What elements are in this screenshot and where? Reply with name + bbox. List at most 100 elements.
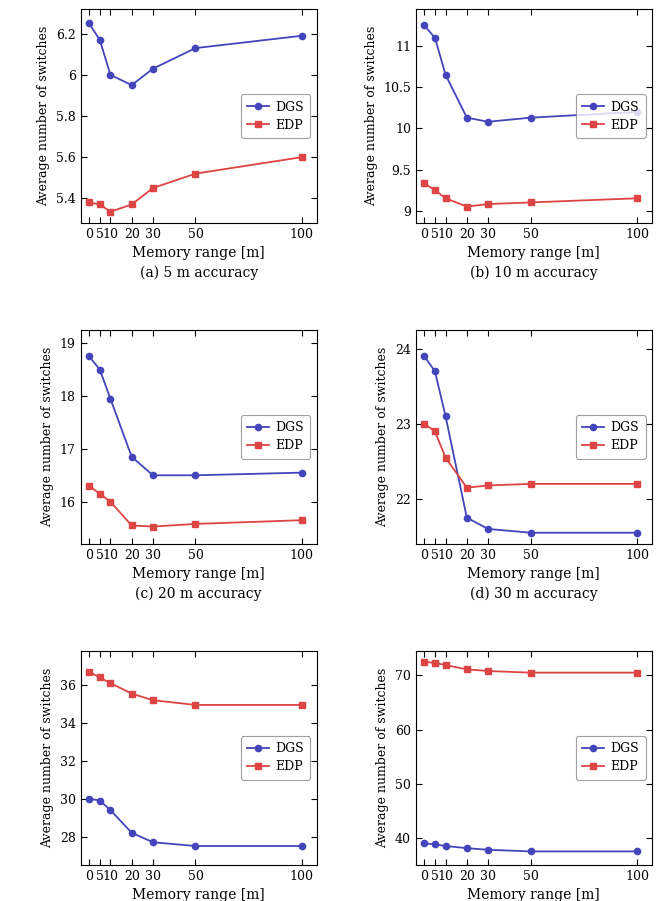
EDP [463, 482, 471, 493]
Line: DGS: DGS [86, 353, 305, 478]
DGS [527, 846, 535, 857]
DGS [484, 116, 492, 127]
Y-axis label: Average number of switches: Average number of switches [41, 668, 54, 848]
DGS [463, 113, 471, 123]
EDP [298, 514, 306, 525]
Line: EDP: EDP [86, 669, 305, 708]
DGS [420, 20, 428, 31]
X-axis label: Memory range [m]: Memory range [m] [132, 888, 265, 901]
EDP [106, 496, 114, 507]
Legend: DGS, EDP: DGS, EDP [241, 415, 310, 459]
Line: EDP: EDP [421, 421, 640, 491]
EDP [85, 480, 93, 491]
DGS [298, 31, 306, 41]
Y-axis label: Average number of switches: Average number of switches [38, 26, 50, 206]
EDP [106, 206, 114, 217]
DGS [633, 846, 641, 857]
Text: (a) 5 m accuracy: (a) 5 m accuracy [140, 266, 258, 280]
Legend: DGS, EDP: DGS, EDP [576, 95, 646, 138]
EDP [95, 199, 103, 210]
Line: DGS: DGS [86, 21, 305, 88]
X-axis label: Memory range [m]: Memory range [m] [468, 568, 600, 581]
DGS [527, 113, 535, 123]
EDP [633, 668, 641, 678]
DGS [128, 827, 136, 838]
DGS [85, 18, 93, 29]
DGS [95, 34, 103, 45]
EDP [85, 197, 93, 208]
EDP [633, 478, 641, 489]
DGS [633, 527, 641, 538]
EDP [149, 183, 157, 194]
Line: EDP: EDP [86, 154, 305, 214]
DGS [85, 793, 93, 804]
Line: DGS: DGS [421, 840, 640, 854]
DGS [431, 839, 439, 850]
EDP [128, 688, 136, 699]
DGS [527, 527, 535, 538]
Line: EDP: EDP [421, 180, 640, 210]
DGS [192, 841, 200, 851]
EDP [298, 699, 306, 710]
Line: DGS: DGS [86, 796, 305, 849]
Text: (d) 30 m accuracy: (d) 30 m accuracy [470, 587, 597, 601]
EDP [149, 695, 157, 705]
EDP [95, 672, 103, 683]
Y-axis label: Average number of switches: Average number of switches [376, 668, 389, 848]
DGS [420, 350, 428, 361]
EDP [192, 518, 200, 529]
EDP [484, 480, 492, 491]
DGS [484, 844, 492, 855]
Text: (b) 10 m accuracy: (b) 10 m accuracy [470, 266, 597, 280]
DGS [85, 351, 93, 362]
DGS [95, 796, 103, 806]
X-axis label: Memory range [m]: Memory range [m] [468, 888, 600, 901]
DGS [442, 411, 450, 422]
EDP [85, 667, 93, 678]
EDP [95, 488, 103, 499]
EDP [192, 168, 200, 179]
Line: EDP: EDP [421, 659, 640, 676]
DGS [106, 805, 114, 815]
EDP [149, 521, 157, 532]
Legend: DGS, EDP: DGS, EDP [241, 736, 310, 779]
DGS [298, 468, 306, 478]
EDP [484, 666, 492, 677]
DGS [149, 837, 157, 848]
DGS [106, 393, 114, 404]
EDP [463, 201, 471, 212]
DGS [431, 366, 439, 377]
DGS [442, 841, 450, 851]
X-axis label: Memory range [m]: Memory range [m] [468, 246, 600, 260]
EDP [633, 193, 641, 204]
EDP [527, 478, 535, 489]
DGS [633, 106, 641, 117]
EDP [431, 185, 439, 196]
EDP [128, 520, 136, 531]
EDP [420, 178, 428, 189]
EDP [420, 657, 428, 668]
EDP [431, 658, 439, 669]
DGS [128, 79, 136, 90]
DGS [95, 364, 103, 375]
EDP [527, 668, 535, 678]
EDP [128, 199, 136, 210]
Line: EDP: EDP [86, 483, 305, 530]
Line: DGS: DGS [421, 353, 640, 536]
EDP [431, 426, 439, 437]
DGS [149, 470, 157, 481]
Y-axis label: Average number of switches: Average number of switches [376, 347, 390, 527]
EDP [106, 678, 114, 688]
X-axis label: Memory range [m]: Memory range [m] [132, 246, 265, 260]
DGS [128, 451, 136, 462]
DGS [149, 63, 157, 74]
EDP [420, 418, 428, 429]
EDP [192, 699, 200, 710]
EDP [298, 151, 306, 162]
DGS [442, 69, 450, 80]
EDP [484, 198, 492, 209]
Legend: DGS, EDP: DGS, EDP [576, 415, 646, 459]
Legend: DGS, EDP: DGS, EDP [241, 95, 310, 138]
DGS [298, 841, 306, 851]
DGS [106, 69, 114, 80]
